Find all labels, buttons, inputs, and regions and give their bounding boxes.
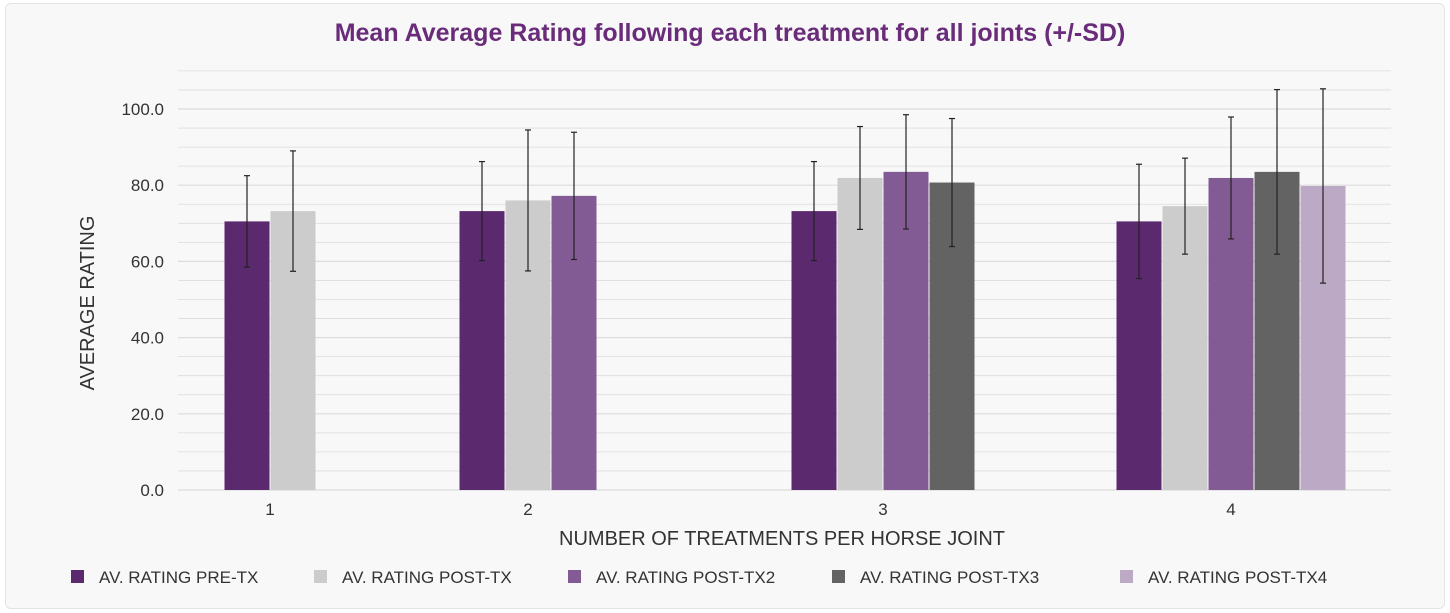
- legend-label: AV. RATING POST-TX3: [860, 568, 1039, 587]
- legend-swatch: [568, 570, 581, 583]
- y-tick-label: 20.0: [131, 405, 164, 424]
- error-bar-layer: [244, 88, 1326, 284]
- legend-label: AV. RATING POST-TX2: [596, 568, 775, 587]
- legend-label: AV. RATING PRE-TX: [99, 568, 258, 587]
- legend-label: AV. RATING POST-TX: [342, 568, 512, 587]
- legend-swatch: [1120, 570, 1133, 583]
- x-tick-label: 1: [265, 500, 274, 519]
- legend: AV. RATING PRE-TX AV. RATING POST-TX AV. R…: [71, 568, 1327, 587]
- x-axis-label: NUMBER OF TREATMENTS PER HORSE JOINT: [559, 528, 1005, 550]
- chart-title: Mean Average Rating following each treat…: [335, 19, 1126, 47]
- y-tick-label: 40.0: [131, 329, 164, 348]
- y-tick-label: 80.0: [131, 176, 164, 195]
- bar-layer: [224, 171, 1346, 491]
- legend-swatch: [832, 570, 845, 583]
- y-tick-label: 100.0: [121, 100, 164, 119]
- y-axis-label: AVERAGE RATING: [77, 216, 99, 391]
- chart-frame: Mean Average Rating following each treat…: [5, 3, 1445, 609]
- x-tick-label: 2: [523, 500, 532, 519]
- x-tick-labels: 1 2 3 4: [265, 500, 1235, 519]
- y-tick-label: 0.0: [140, 481, 164, 500]
- legend-swatch: [71, 570, 84, 583]
- y-tick-label: 60.0: [131, 252, 164, 271]
- chart-svg: Mean Average Rating following each treat…: [71, 19, 1391, 587]
- legend-swatch: [314, 570, 327, 583]
- y-tick-labels: 0.0 20.0 40.0 60.0 80.0 100.0: [121, 100, 164, 500]
- x-tick-label: 3: [878, 500, 887, 519]
- legend-label: AV. RATING POST-TX4: [1148, 568, 1327, 587]
- x-tick-label: 4: [1226, 500, 1235, 519]
